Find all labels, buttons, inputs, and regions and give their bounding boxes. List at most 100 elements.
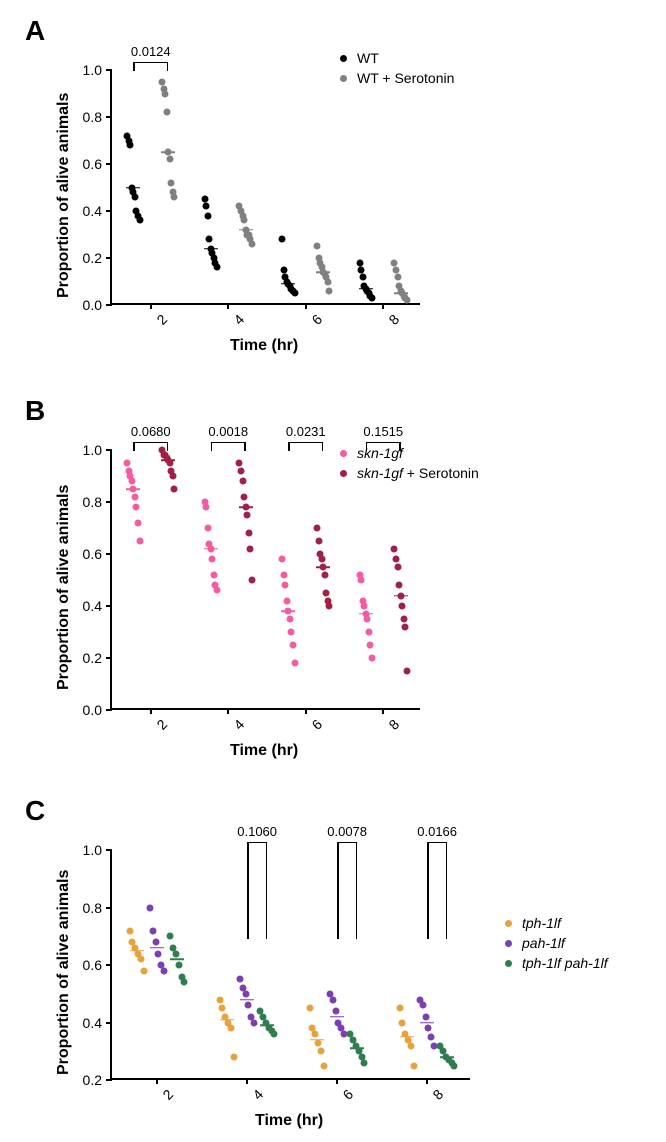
y-tick (106, 449, 112, 451)
median-line (359, 613, 373, 615)
stat-bracket (337, 842, 357, 939)
y-tick-label: 0.8 (83, 109, 102, 125)
median-line (394, 293, 408, 295)
data-point (425, 1025, 432, 1032)
legend-item: WT (340, 50, 454, 66)
y-tick (106, 1079, 112, 1081)
data-point (244, 512, 251, 519)
median-line (239, 506, 253, 508)
y-tick-label: 0.0 (83, 702, 102, 718)
data-point (131, 493, 138, 500)
x-tick-label: 4 (231, 311, 248, 328)
panel-label: B (25, 395, 45, 427)
median-line (126, 488, 140, 490)
data-point (320, 1062, 327, 1069)
data-point (206, 236, 213, 243)
data-point (356, 259, 363, 266)
y-tick-label: 0.8 (83, 900, 102, 916)
stat-bracket (211, 442, 246, 450)
data-point (369, 655, 376, 662)
p-value-label: 0.0018 (208, 424, 248, 439)
panel-C: C0.20.40.60.81.024680.10600.00780.0166Pr… (0, 795, 666, 1135)
plot-area: 0.00.20.40.60.81.024680.0124 (110, 70, 420, 305)
data-point (399, 603, 406, 610)
median-line (130, 950, 144, 952)
x-tick-label: 6 (339, 1086, 356, 1103)
median-line (440, 1056, 454, 1058)
legend-label: tph-1lf (522, 915, 561, 931)
data-point (171, 193, 178, 200)
data-point (313, 243, 320, 250)
data-point (394, 564, 401, 571)
y-tick (106, 849, 112, 851)
y-tick (106, 605, 112, 607)
y-tick (106, 1022, 112, 1024)
median-line (310, 1039, 324, 1041)
median-line (281, 610, 295, 612)
p-value-label: 0.0078 (327, 824, 367, 839)
y-tick-label: 0.2 (83, 250, 102, 266)
data-point (451, 1062, 458, 1069)
data-point (391, 259, 398, 266)
y-axis-label: Proportion of alive animals (55, 485, 73, 690)
median-line (126, 187, 140, 189)
data-point (291, 290, 298, 297)
median-line (330, 1016, 344, 1018)
legend: WTWT + Serotonin (340, 50, 454, 90)
x-tick (426, 1078, 428, 1084)
data-point (245, 530, 252, 537)
data-point (163, 109, 170, 116)
data-point (181, 979, 188, 986)
data-point (134, 519, 141, 526)
data-point (318, 1048, 325, 1055)
data-point (136, 217, 143, 224)
legend-item: skn-1gf + Serotonin (340, 465, 479, 481)
median-line (204, 248, 218, 250)
p-value-label: 0.1060 (237, 824, 277, 839)
data-point (315, 538, 322, 545)
y-tick (106, 657, 112, 659)
legend-dot (340, 470, 347, 477)
p-value-label: 0.0124 (131, 44, 171, 59)
median-line (150, 947, 164, 949)
legend-dot (505, 940, 512, 947)
data-point (400, 616, 407, 623)
data-point (365, 629, 372, 636)
y-tick-label: 1.0 (83, 62, 102, 78)
data-point (396, 1005, 403, 1012)
data-point (168, 179, 175, 186)
data-point (279, 556, 286, 563)
data-point (326, 603, 333, 610)
data-point (203, 203, 210, 210)
x-tick (305, 303, 307, 309)
y-tick-label: 0.4 (83, 598, 102, 614)
data-point (369, 294, 376, 301)
data-point (230, 1054, 237, 1061)
x-tick-label: 2 (153, 716, 170, 733)
x-tick-label: 4 (249, 1086, 266, 1103)
data-point (247, 545, 254, 552)
data-point (280, 571, 287, 578)
y-tick-label: 0.8 (83, 494, 102, 510)
median-line (161, 152, 175, 154)
stat-bracket (427, 842, 447, 939)
data-point (358, 577, 365, 584)
y-tick (106, 210, 112, 212)
x-tick (156, 1078, 158, 1084)
x-tick-label: 4 (231, 716, 248, 733)
panel-label: A (25, 15, 45, 47)
legend-dot (505, 920, 512, 927)
data-point (136, 538, 143, 545)
legend-label: skn-1gf (357, 445, 403, 461)
data-point (422, 1013, 429, 1020)
data-point (329, 996, 336, 1003)
data-point (140, 967, 147, 974)
data-point (228, 1025, 235, 1032)
stat-bracket (247, 842, 267, 939)
data-point (419, 1002, 426, 1009)
data-point (251, 1019, 258, 1026)
data-point (239, 478, 246, 485)
data-point (393, 266, 400, 273)
median-line (161, 460, 175, 462)
data-point (271, 1031, 278, 1038)
